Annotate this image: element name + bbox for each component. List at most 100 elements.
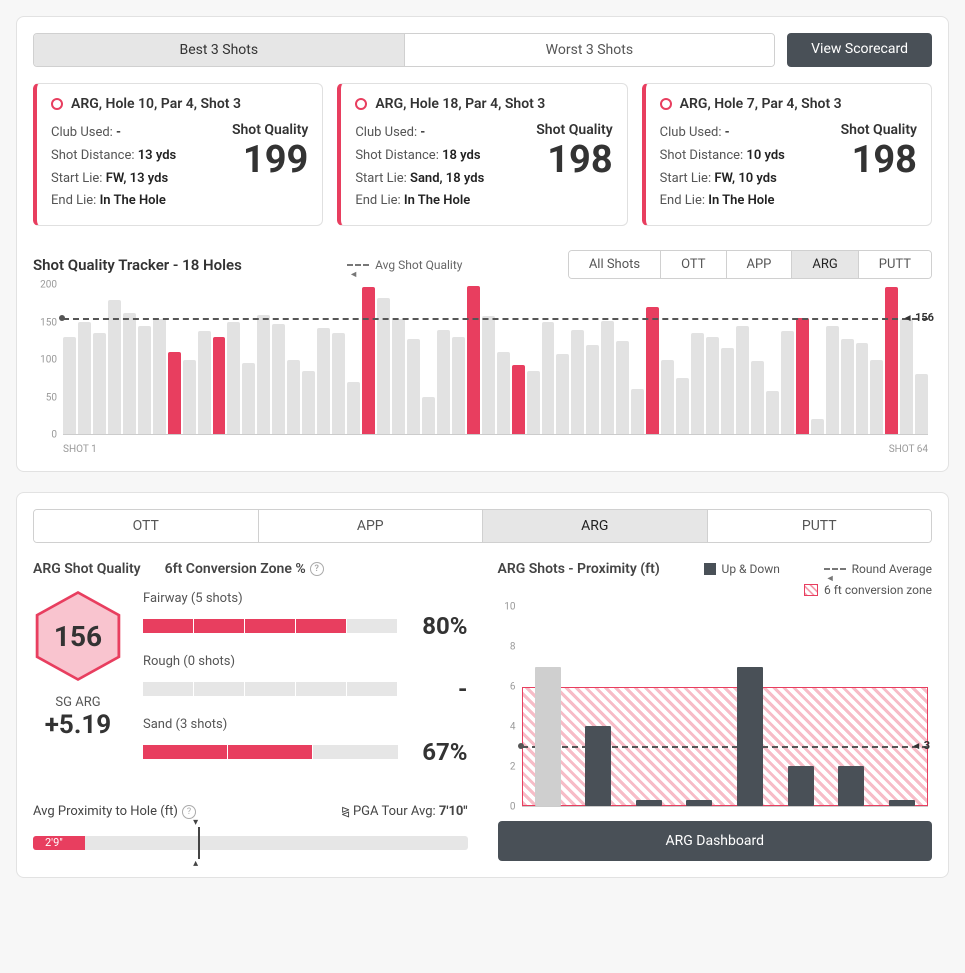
shot-cards-row: ARG, Hole 10, Par 4, Shot 3 Club Used: -… (33, 83, 932, 226)
conv-pct: - (412, 675, 468, 703)
x-first: SHOT 1 (63, 444, 97, 455)
tracker-bar[interactable] (512, 365, 525, 434)
tracker-bar[interactable] (108, 300, 121, 434)
prox-bar[interactable] (737, 667, 763, 806)
arg-dashboard-button[interactable]: ARG Dashboard (498, 821, 933, 861)
tracker-bar[interactable] (691, 333, 704, 434)
tracker-tab[interactable]: PUTT (859, 251, 931, 278)
detail-tab[interactable]: APP (259, 510, 484, 542)
tracker-bar[interactable] (302, 371, 315, 434)
tracker-bar[interactable] (527, 371, 540, 434)
tracker-bar[interactable] (751, 361, 764, 434)
tracker-tab[interactable]: OTT (661, 251, 726, 278)
tracker-bar[interactable] (736, 326, 749, 434)
tracker-bar[interactable] (676, 378, 689, 434)
tracker-bar[interactable] (482, 316, 495, 434)
prox-bar[interactable] (838, 766, 864, 806)
tracker-tab[interactable]: ARG (792, 251, 858, 278)
tracker-bar[interactable] (601, 321, 614, 434)
legend-zone: 6 ft conversion zone (804, 583, 932, 597)
tracker-bar[interactable] (661, 360, 674, 435)
tracker-bar[interactable] (213, 337, 226, 434)
tracker-bar[interactable] (841, 339, 854, 434)
tracker-bars (63, 285, 928, 435)
tracker-bar[interactable] (362, 287, 375, 435)
hatch-icon (804, 584, 818, 596)
tracker-bar[interactable] (900, 319, 913, 434)
top-controls: Best 3 Shots Worst 3 Shots View Scorecar… (33, 33, 932, 67)
tracker-bar[interactable] (616, 341, 629, 434)
prox-bar[interactable] (889, 800, 915, 806)
tracker-bar[interactable] (646, 307, 659, 434)
avg-line (63, 318, 928, 320)
tracker-bar[interactable] (257, 315, 270, 434)
tracker-bar[interactable] (631, 389, 644, 434)
tracker-bar[interactable] (227, 322, 240, 434)
conversion-row: Fairway (5 shots) 80% (143, 591, 468, 640)
tracker-bar[interactable] (571, 330, 584, 434)
conversion-list: Fairway (5 shots) 80%Rough (0 shots) -Sa… (143, 591, 468, 780)
tracker-bar[interactable] (272, 324, 285, 434)
shot-card[interactable]: ARG, Hole 18, Par 4, Shot 3 Club Used: -… (337, 83, 627, 226)
tracker-bar[interactable] (542, 322, 555, 434)
tracker-tab[interactable]: APP (727, 251, 793, 278)
prox-bar[interactable] (585, 726, 611, 806)
tracker-bar[interactable] (437, 330, 450, 434)
tracker-bar[interactable] (885, 287, 898, 435)
conv-zone-label: 6ft Conversion Zone % (165, 561, 306, 577)
tracker-bar[interactable] (766, 391, 779, 434)
tracker-bar[interactable] (856, 343, 869, 434)
tracker-bar[interactable] (242, 363, 255, 434)
tracker-bar[interactable] (317, 328, 330, 434)
prox-bar[interactable] (686, 800, 712, 806)
tracker-bar[interactable] (287, 360, 300, 435)
tracker-bar[interactable] (811, 419, 824, 434)
card-title: ARG, Hole 10, Par 4, Shot 3 (71, 96, 241, 112)
tracker-bar[interactable] (198, 331, 211, 434)
tab-best-shots[interactable]: Best 3 Shots (34, 34, 405, 66)
tracker-bar[interactable] (407, 339, 420, 434)
tracker-bar[interactable] (168, 352, 181, 434)
tracker-bar[interactable] (556, 354, 569, 434)
x-last: SHOT 64 (889, 444, 928, 455)
prox-bar[interactable] (788, 766, 814, 806)
view-scorecard-button[interactable]: View Scorecard (787, 33, 932, 67)
tracker-bar[interactable] (721, 348, 734, 434)
tracker-bar[interactable] (153, 319, 166, 434)
tracker-bar[interactable] (826, 326, 839, 434)
tracker-bar[interactable] (781, 331, 794, 434)
help-icon[interactable]: ? (310, 562, 324, 576)
tracker-bar[interactable] (93, 333, 106, 434)
prox-bar[interactable] (535, 667, 561, 806)
tracker-bar[interactable] (183, 360, 196, 435)
target-icon (660, 98, 672, 110)
tracker-bar[interactable] (332, 333, 345, 434)
tracker-bar[interactable] (63, 337, 76, 434)
detail-tab[interactable]: OTT (34, 510, 259, 542)
tab-worst-shots[interactable]: Worst 3 Shots (405, 34, 775, 66)
tracker-bar[interactable] (915, 374, 928, 434)
tracker-title: Shot Quality Tracker - 18 Holes (33, 256, 242, 274)
tracker-bar[interactable] (422, 397, 435, 434)
tracker-bar[interactable] (870, 360, 883, 435)
tracker-bar[interactable] (586, 345, 599, 434)
pga-label: PGA Tour Avg: (353, 804, 436, 819)
tracker-bar[interactable] (78, 322, 91, 434)
tracker-tab[interactable]: All Shots (569, 251, 661, 278)
prox-bar[interactable] (636, 800, 662, 806)
tracker-bar[interactable] (467, 286, 480, 434)
conversion-row: Sand (3 shots) 67% (143, 717, 468, 766)
detail-tab[interactable]: ARG (483, 510, 708, 542)
tracker-bar[interactable] (497, 352, 510, 434)
shot-card[interactable]: ARG, Hole 7, Par 4, Shot 3 Club Used: - … (642, 83, 932, 226)
card-title: ARG, Hole 7, Par 4, Shot 3 (680, 96, 842, 112)
tracker-bar[interactable] (706, 337, 719, 434)
tracker-bar[interactable] (796, 318, 809, 434)
tracker-bar[interactable] (347, 382, 360, 434)
tracker-bar[interactable] (138, 326, 151, 434)
tracker-bar[interactable] (452, 337, 465, 434)
detail-tab[interactable]: PUTT (708, 510, 932, 542)
shot-card[interactable]: ARG, Hole 10, Par 4, Shot 3 Club Used: -… (33, 83, 323, 226)
tracker-bar[interactable] (392, 319, 405, 434)
tracker-bar[interactable] (123, 313, 136, 434)
